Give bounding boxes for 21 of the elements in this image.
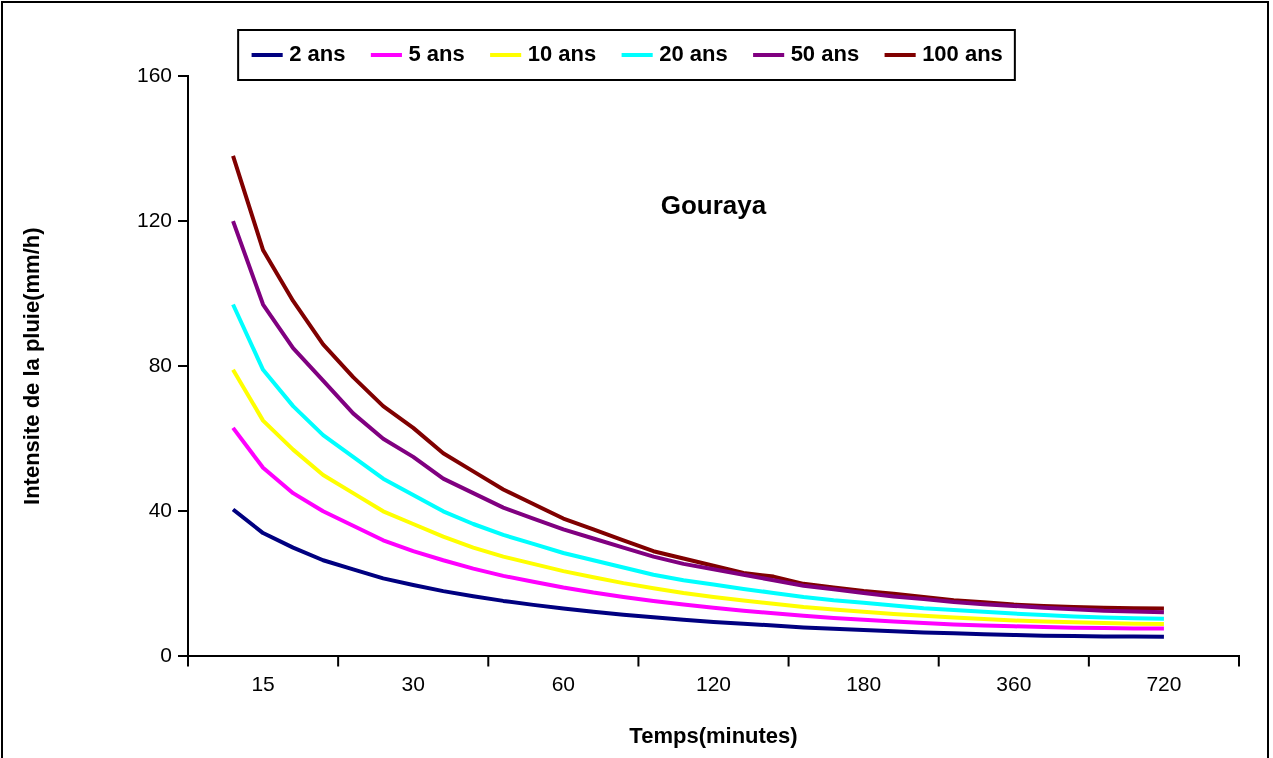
x-axis-title: Temps(minutes) — [629, 722, 798, 748]
y-tick-label: 0 — [160, 643, 172, 667]
x-tick-label: 360 — [996, 671, 1032, 695]
legend-label: 10 ans — [527, 41, 597, 67]
text: Gouraya — [660, 189, 767, 220]
x-tick-label: 30 — [401, 671, 425, 695]
legend-label: 2 ans — [289, 41, 346, 67]
legend-label: 100 ans — [922, 41, 1003, 67]
x-tick-label: 120 — [695, 671, 732, 695]
x-tick-label: 60 — [551, 671, 576, 695]
y-tick-label: 160 — [136, 62, 172, 86]
y-tick-label: 40 — [148, 498, 172, 522]
y-axis-title: Intensite de la pluie(mm/h) — [19, 227, 45, 505]
x-tick-label: 15 — [251, 671, 275, 695]
y-tick-label: 80 — [148, 353, 172, 376]
x-tick-label: 720 — [1146, 671, 1182, 695]
legend-label: 50 ans — [790, 41, 860, 67]
legend-label: 20 ans — [659, 41, 728, 67]
legend-label: 5 ans — [408, 41, 465, 67]
x-tick-label: 180 — [846, 671, 882, 695]
y-tick-label: 120 — [136, 207, 172, 231]
